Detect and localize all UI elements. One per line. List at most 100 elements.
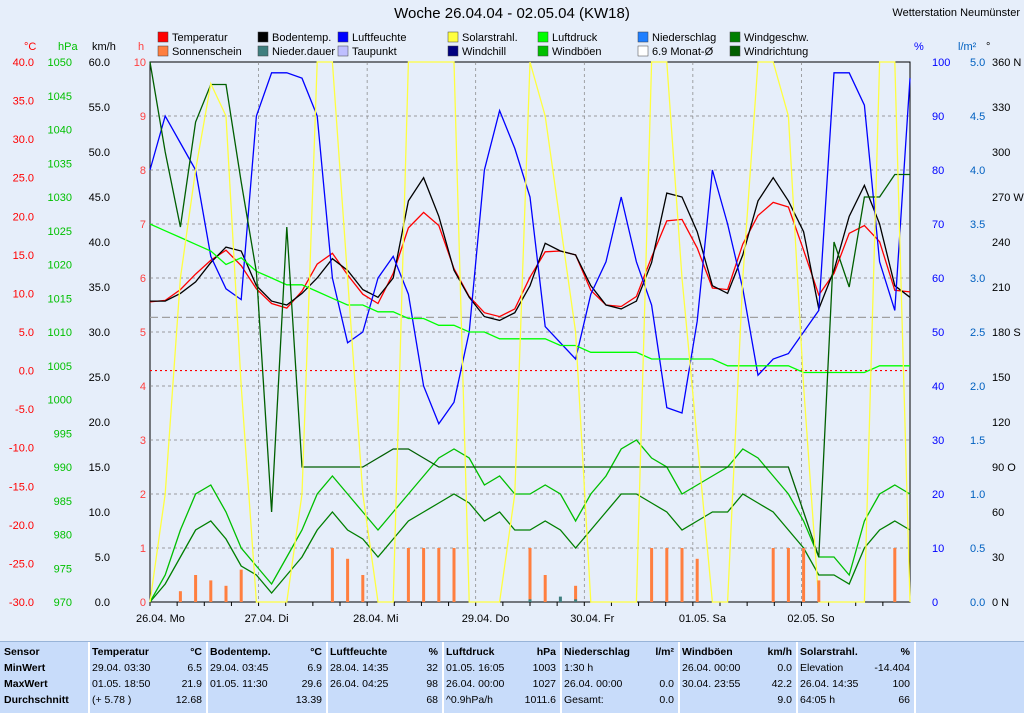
legend-swatch	[637, 45, 649, 57]
y-tick-label-lm2: 0.5	[970, 543, 985, 555]
legend-swatch	[337, 45, 349, 57]
legend-swatch	[637, 31, 649, 43]
y-tick-label-temp: -15.0	[9, 481, 34, 493]
y-tick-label-pct: 70	[932, 219, 944, 231]
stats-cell-value: 1027	[532, 678, 556, 690]
stats-row-label: MinWert	[4, 662, 46, 674]
y-tick-label-pct: 90	[932, 111, 944, 123]
bar-sonnenschein	[771, 548, 775, 602]
y-tick-label-hpa: 1000	[48, 395, 72, 407]
legend-label: Luftdruck	[552, 32, 598, 44]
stats-row-labels: Sensor MinWert MaxWert Durchschnitt	[0, 642, 90, 713]
stats-cell-value: 6.5	[187, 662, 202, 674]
axis-unit-kmh: km/h	[92, 41, 116, 53]
y-tick-label-hours: 3	[140, 435, 146, 447]
stats-value-row: 01.05. 16:05 1003	[446, 662, 556, 678]
stats-cell-value: 98	[426, 678, 438, 690]
y-tick-label-pct: 30	[932, 435, 944, 447]
y-tick-label-deg: 180 S	[992, 327, 1021, 339]
axis-unit-hours: h	[138, 41, 144, 53]
bar-sonnenschein	[330, 548, 334, 602]
y-tick-label-hpa: 1045	[48, 91, 72, 103]
bar-sonnenschein	[437, 548, 441, 602]
stats-cell-value: 0.0	[659, 678, 674, 690]
y-tick-label-hpa: 1035	[48, 158, 72, 170]
y-tick-label-deg: 0 N	[992, 597, 1009, 609]
y-tick-label-lm2: 2.0	[970, 381, 985, 393]
stats-cell-value: 6.9	[307, 662, 322, 674]
stats-value-row: 01.05. 18:50 21.9	[92, 678, 202, 694]
bar-sonnenschein	[786, 548, 790, 602]
stats-cell-label: 29.04. 03:30	[92, 662, 151, 674]
y-tick-label-hpa: 1020	[48, 260, 72, 272]
y-tick-label-hpa: 995	[54, 428, 72, 440]
bar-niederdauer	[528, 599, 532, 602]
stats-value-row: 26.04. 04:25 98	[330, 678, 438, 694]
legend-label: Luftfeuchte	[352, 32, 406, 44]
bar-sonnenschein	[528, 548, 532, 602]
y-tick-label-deg: 90 O	[992, 462, 1016, 474]
y-tick-label-hours: 6	[140, 273, 146, 285]
weather-chart: 26.04. Mo 27.04. Di 28.04. Mi 29.04. Do 30.0…	[9, 31, 1024, 625]
y-tick-label-hpa: 985	[54, 496, 72, 508]
x-tick-label: 30.04. Fr	[570, 613, 614, 625]
series-line-luftfeuchte	[149, 72, 911, 426]
y-tick-label-deg: 300	[992, 147, 1010, 159]
legend-swatch	[729, 31, 741, 43]
stats-group-unit: °C	[310, 646, 322, 658]
stats-cell-label: 26.04. 04:25	[330, 678, 389, 690]
bar-sonnenschein	[422, 548, 426, 602]
stats-label-row: MinWert	[4, 662, 84, 678]
bar-sonnenschein	[346, 558, 350, 602]
stats-value-row: 28.04. 14:35 32	[330, 662, 438, 678]
stats-cell-label: 28.04. 14:35	[330, 662, 389, 674]
y-tick-label-pct: 50	[932, 327, 944, 339]
legend-swatch	[337, 31, 349, 43]
stats-value-row: 26.04. 00:00 1027	[446, 678, 556, 694]
stats-row-label: Sensor	[4, 646, 40, 658]
y-tick-label-hpa: 980	[54, 530, 72, 542]
stats-value-row: 9.0	[682, 694, 792, 710]
axis-unit-temp: °C	[24, 41, 36, 53]
y-tick-label-kmh: 0.0	[95, 597, 110, 609]
y-tick-label-kmh: 5.0	[95, 552, 110, 564]
y-tick-label-lm2: 2.5	[970, 327, 985, 339]
bar-niederdauer	[574, 599, 578, 602]
bar-sonnenschein	[893, 548, 897, 602]
y-tick-label-deg: 270 W	[992, 192, 1024, 204]
y-tick-label-temp: 5.0	[19, 327, 34, 339]
y-tick-label-temp: -20.0	[9, 520, 34, 532]
stats-cell-value: 68	[426, 694, 438, 706]
y-tick-label-lm2: 4.0	[970, 165, 985, 177]
stats-value-row: 64:05 h 66	[800, 694, 910, 710]
legend-swatch	[729, 45, 741, 57]
stats-cell-value: 21.9	[181, 678, 202, 690]
y-tick-label-hpa: 1040	[48, 125, 72, 137]
stats-value-row: 26.04. 14:35 100	[800, 678, 910, 694]
y-tick-label-deg: 210	[992, 282, 1010, 294]
bar-sonnenschein	[224, 585, 228, 602]
stats-header-row: Windböen km/h	[682, 646, 792, 662]
y-tick-label-hours: 1	[140, 543, 146, 555]
stats-value-row: 26.04. 00:00 0.0	[564, 678, 674, 694]
y-tick-label-pct: 0	[932, 597, 938, 609]
bar-sonnenschein	[406, 548, 410, 602]
x-tick-label: 27.04. Di	[245, 613, 289, 625]
bar-sonnenschein	[178, 591, 182, 602]
legend-label: Windrichtung	[744, 46, 808, 58]
stats-group-unit: %	[900, 646, 910, 658]
x-tick-label: 02.05. So	[787, 613, 834, 625]
stats-cell-label: 29.04. 03:45	[210, 662, 269, 674]
stats-header-row: Niederschlag l/m²	[564, 646, 674, 662]
stats-label-row: Durchschnitt	[4, 694, 84, 710]
stats-cell-label: 01.05. 16:05	[446, 662, 505, 674]
legend-label: 6.9 Monat-Ø	[652, 46, 714, 58]
stats-cell-value: 66	[898, 694, 910, 706]
x-tick-label: 28.04. Mi	[353, 613, 398, 625]
stats-value-row: ^0.9hPa/h 1011.6	[446, 694, 556, 710]
y-tick-label-hours: 8	[140, 165, 146, 177]
y-tick-label-hpa: 1025	[48, 226, 72, 238]
y-tick-label-pct: 20	[932, 489, 944, 501]
stats-group-name: Niederschlag	[564, 646, 630, 658]
series-line-solarstrahl	[149, 61, 911, 603]
